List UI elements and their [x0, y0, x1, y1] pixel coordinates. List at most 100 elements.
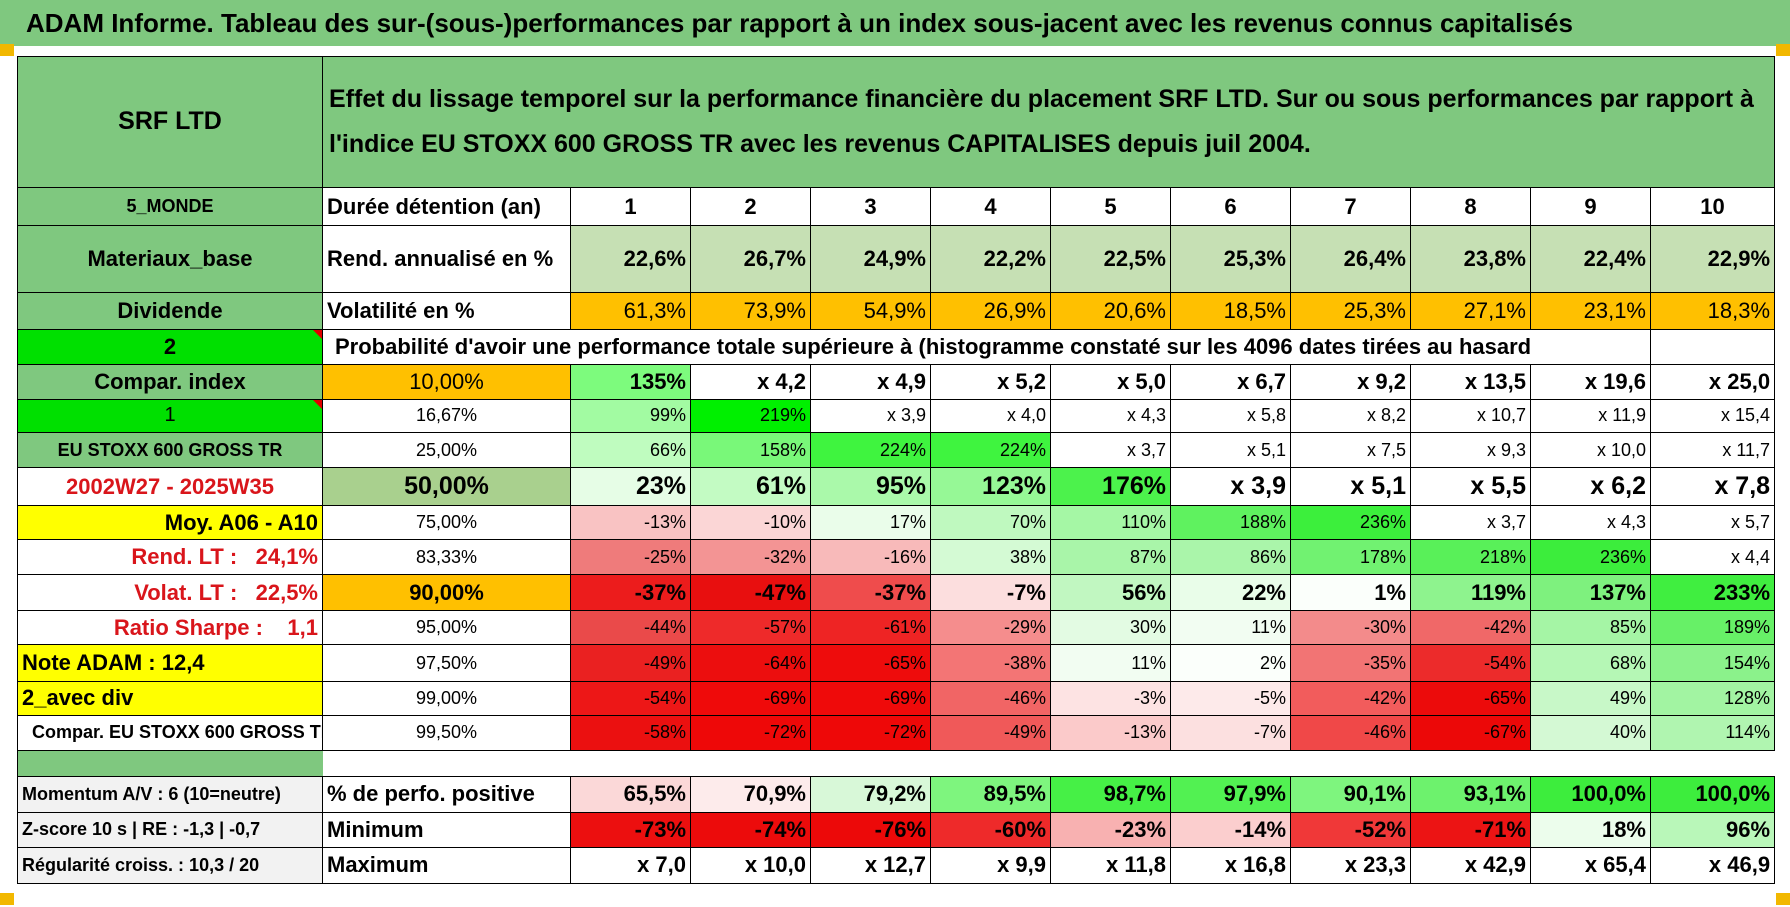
probability-value: -67%	[1410, 714, 1531, 751]
statistic-value: -60%	[930, 811, 1051, 848]
number-1-text: 1	[164, 404, 176, 427]
duration-cell: 10	[1649, 186, 1776, 227]
probability-value: x 10,7	[1410, 398, 1531, 434]
statistic-left-label: Momentum A/V : 6 (10=neutre)	[17, 775, 323, 813]
probability-value: 137%	[1530, 574, 1651, 612]
probability-row: 1 16,67% 99% 219% x 3,9 x 4,0 x 4,3 x 5,8 x 8,2 x…	[17, 398, 1776, 434]
probability-value: 11%	[1170, 610, 1291, 645]
rend-lt-label: Rend. LT : 24,1%	[17, 539, 323, 576]
probability-value: -3%	[1050, 681, 1171, 716]
probability-value: x 15,4	[1649, 398, 1776, 434]
probability-value: x 6,2	[1530, 467, 1651, 507]
probability-value: -16%	[810, 539, 931, 576]
statistic-value: x 16,8	[1170, 846, 1291, 885]
statistic-value: -23%	[1050, 811, 1171, 848]
volatility-cell: 27,1%	[1410, 291, 1531, 330]
probability-value: 114%	[1649, 714, 1776, 751]
statistic-value: 98,7%	[1050, 775, 1171, 813]
duration-cell: 5	[1050, 186, 1171, 227]
probability-value: x 25,0	[1649, 363, 1776, 400]
duration-cell: 7	[1290, 186, 1411, 227]
duration-cell: 9	[1530, 186, 1651, 227]
statistic-value: 100,0%	[1649, 775, 1776, 813]
probability-value: 135%	[570, 363, 691, 400]
probability-row: Ratio Sharpe : 1,1 95,00% -44% -57% -61% -29%…	[17, 610, 1776, 645]
probability-value: 61%	[690, 467, 811, 507]
return-cell: 26,7%	[690, 225, 811, 293]
probability-value: -58%	[570, 714, 691, 751]
probability-value: x 3,9	[810, 398, 931, 434]
volatility-cell: 25,3%	[1290, 291, 1411, 330]
volatility-cell: 54,9%	[810, 291, 931, 330]
probability-heading: Probabilité d'avoir une performance tota…	[322, 328, 1531, 365]
volatility-cell: 20,6%	[1050, 291, 1171, 330]
probability-value: -69%	[810, 681, 931, 716]
return-cell: 22,9%	[1649, 225, 1776, 293]
probability-value: x 5,5	[1410, 467, 1531, 507]
probability-value: x 5,7	[1649, 505, 1776, 541]
probability-value: 176%	[1050, 467, 1171, 507]
probability-value: x 4,9	[810, 363, 931, 400]
probability-threshold: 50,00%	[322, 467, 571, 507]
probability-value: x 19,6	[1530, 363, 1651, 400]
index-name-text: EU STOXX 600 GROSS TR	[57, 439, 283, 460]
sharpe-label-text: Ratio Sharpe :	[113, 614, 263, 640]
probability-value: x 4,0	[930, 398, 1051, 434]
probability-value: x 5,0	[1050, 363, 1171, 400]
statistic-value: 65,5%	[570, 775, 691, 813]
spacer-cell	[322, 749, 1775, 777]
statistics-row: Momentum A/V : 6 (10=neutre)% de perfo. …	[17, 775, 1776, 813]
probability-value: 218%	[1410, 539, 1531, 576]
probability-row: Compar. index 10,00% 135% x 4,2 x 4,9 x 5,2 x …	[17, 363, 1776, 400]
probability-value: -61%	[810, 610, 931, 645]
statistic-value: -52%	[1290, 811, 1411, 848]
avec-div-text: 2_avec div	[22, 685, 134, 711]
volatility-cell: 73,9%	[690, 291, 811, 330]
volatility-cell: 18,5%	[1170, 291, 1291, 330]
probability-value: x 4,4	[1649, 539, 1776, 576]
probability-value: -44%	[570, 610, 691, 645]
probability-value: 2%	[1170, 643, 1291, 683]
statistic-value: 93,1%	[1410, 775, 1531, 813]
probability-value: 49%	[1530, 681, 1651, 716]
probability-row: Rend. LT : 24,1% 83,33% -25% -32% -16% 38% 87%…	[17, 539, 1776, 576]
probability-value: x 9,2	[1290, 363, 1411, 400]
probability-value: x 5,1	[1290, 467, 1411, 507]
volatility-cell: 26,9%	[930, 291, 1051, 330]
compar-index-label: Compar. index	[17, 363, 323, 400]
probability-value: -42%	[1410, 610, 1531, 645]
duration-cell: 3	[810, 186, 931, 227]
returns-label: Rend. annualisé en %	[322, 225, 571, 293]
probability-value: 22%	[1170, 574, 1291, 612]
return-cell: 22,6%	[570, 225, 691, 293]
probability-value: x 8,2	[1290, 398, 1411, 434]
probability-value: -64%	[690, 643, 811, 683]
corner-marker	[1776, 893, 1790, 905]
probability-value: 95%	[810, 467, 931, 507]
statistic-left-label: Régularité croiss. : 10,3 / 20	[17, 846, 323, 885]
note-adam-text: Note ADAM : 12,4	[22, 650, 205, 676]
period-text: 2002W27 - 2025W35	[66, 473, 274, 499]
probability-threshold: 16,67%	[322, 398, 571, 434]
compar-full-label: Compar. EU STOXX 600 GROSS TR	[17, 714, 323, 751]
statistic-value: 100,0%	[1530, 775, 1651, 813]
probability-value: -37%	[810, 574, 931, 612]
statistic-label: % de perfo. positive	[322, 775, 571, 813]
corner-marker	[1776, 44, 1790, 56]
statistic-value: x 42,9	[1410, 846, 1531, 885]
probability-value: -47%	[690, 574, 811, 612]
volatility-label: Volatilité en %	[322, 291, 571, 330]
performance-table: SRF LTD Effet du lissage temporel sur la…	[17, 56, 1776, 885]
sharpe-label: Ratio Sharpe : 1,1	[17, 610, 323, 645]
probability-value: 236%	[1290, 505, 1411, 541]
probability-value: 66%	[570, 432, 691, 469]
statistic-value: x 7,0	[570, 846, 691, 885]
statistic-value: x 9,9	[930, 846, 1051, 885]
probability-value: x 4,2	[690, 363, 811, 400]
probability-value: 119%	[1410, 574, 1531, 612]
statistic-value: -14%	[1170, 811, 1291, 848]
probability-value: -46%	[930, 681, 1051, 716]
statistic-value: 70,9%	[690, 775, 811, 813]
volatility-cell: 23,1%	[1530, 291, 1651, 330]
header-row: SRF LTD Effet du lissage temporel sur la…	[17, 56, 1776, 188]
